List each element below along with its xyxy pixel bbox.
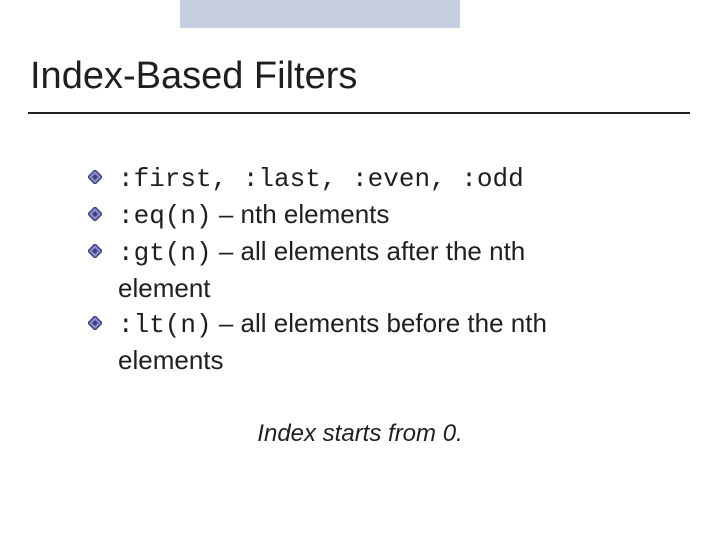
title-underline [28, 112, 690, 114]
code-text: :gt(n) [118, 238, 212, 268]
code-text: :eq(n) [118, 201, 212, 231]
diamond-bullet-icon [88, 170, 102, 184]
diamond-bullet-icon [88, 207, 102, 221]
desc-text: – all elements after the nth [212, 236, 526, 266]
list-item: :lt(n) – all elements before the nth [88, 306, 668, 343]
list-item: :eq(n) – nth elements [88, 197, 668, 234]
code-text: :lt(n) [118, 310, 212, 340]
list-item: :gt(n) – all elements after the nth [88, 234, 668, 271]
diamond-bullet-icon [88, 316, 102, 330]
slide: Index-Based Filters :first, :last, :even… [0, 0, 720, 540]
desc-text: – all elements before the nth [212, 308, 547, 338]
list-item-continuation: element [88, 271, 668, 306]
slide-title: Index-Based Filters [30, 55, 357, 98]
footnote: Index starts from 0. [0, 420, 720, 448]
list-item-continuation: elements [88, 343, 668, 378]
desc-text: – nth elements [212, 199, 390, 229]
code-text: :first, :last, :even, :odd [118, 164, 524, 194]
list-item: :first, :last, :even, :odd [88, 160, 668, 197]
top-accent-bar [180, 0, 460, 28]
slide-body: :first, :last, :even, :odd :eq(n) – nth … [88, 160, 668, 379]
diamond-bullet-icon [88, 244, 102, 258]
